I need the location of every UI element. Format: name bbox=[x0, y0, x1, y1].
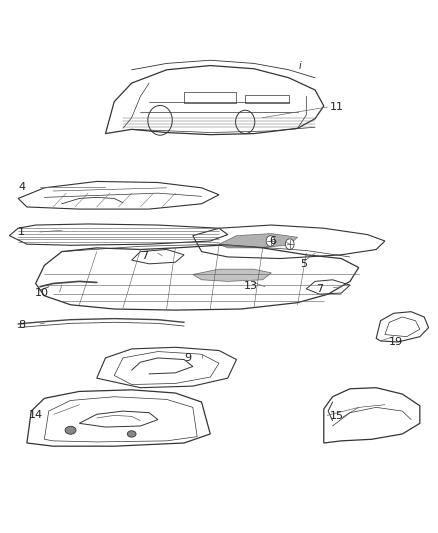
Text: 11: 11 bbox=[330, 102, 344, 112]
Polygon shape bbox=[219, 233, 297, 248]
Text: i: i bbox=[298, 61, 301, 70]
Text: 8: 8 bbox=[18, 320, 25, 330]
Circle shape bbox=[286, 239, 294, 249]
Text: 5: 5 bbox=[300, 259, 307, 269]
Ellipse shape bbox=[127, 431, 136, 437]
Polygon shape bbox=[193, 269, 272, 281]
Ellipse shape bbox=[65, 426, 76, 434]
Text: 1: 1 bbox=[18, 227, 25, 237]
Text: 14: 14 bbox=[28, 410, 42, 421]
Text: 13: 13 bbox=[244, 281, 258, 291]
Text: 6: 6 bbox=[269, 236, 276, 246]
Text: 4: 4 bbox=[18, 182, 25, 192]
Circle shape bbox=[266, 236, 275, 246]
Text: 10: 10 bbox=[35, 288, 49, 298]
Text: 7: 7 bbox=[316, 284, 323, 294]
Text: 9: 9 bbox=[184, 353, 191, 363]
Text: 19: 19 bbox=[389, 337, 403, 347]
Text: 15: 15 bbox=[330, 411, 344, 422]
Text: 7: 7 bbox=[141, 251, 148, 261]
